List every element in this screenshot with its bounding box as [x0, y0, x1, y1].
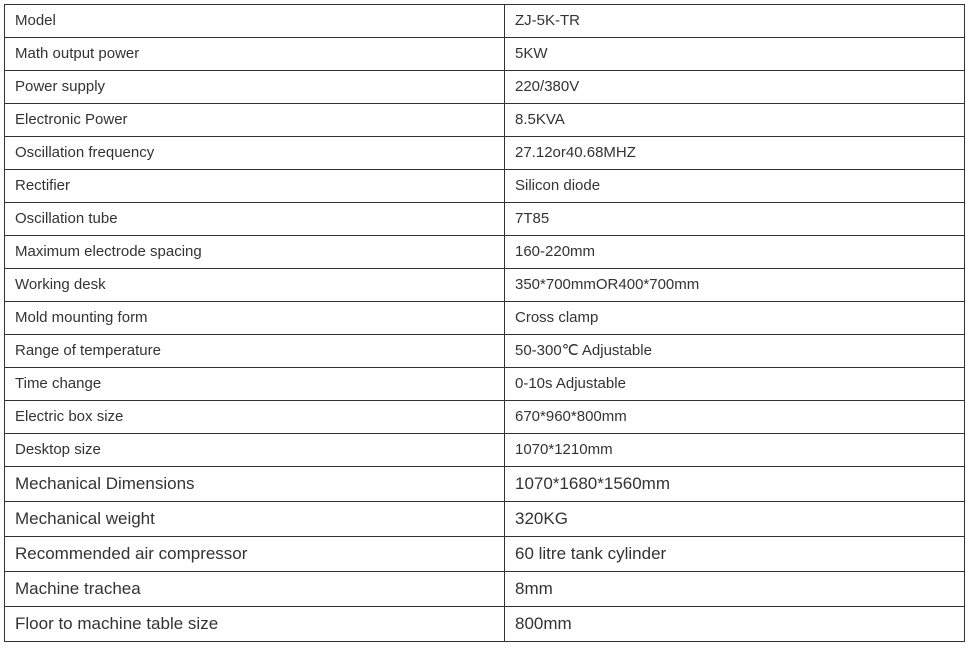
spec-label: Math output power [5, 38, 505, 71]
table-row: ModelZJ-5K-TR [5, 5, 965, 38]
spec-value: 60 litre tank cylinder [505, 537, 965, 572]
spec-label: Mechanical Dimensions [5, 467, 505, 502]
spec-value: Cross clamp [505, 302, 965, 335]
table-row: Desktop size1070*1210mm [5, 434, 965, 467]
spec-label: Mechanical weight [5, 502, 505, 537]
spec-label: Desktop size [5, 434, 505, 467]
table-row: Machine trachea8mm [5, 572, 965, 607]
spec-value: ZJ-5K-TR [505, 5, 965, 38]
spec-label: Maximum electrode spacing [5, 236, 505, 269]
spec-value: 1070*1680*1560mm [505, 467, 965, 502]
table-row: Recommended air compressor60 litre tank … [5, 537, 965, 572]
table-row: Working desk350*700mmOR400*700mm [5, 269, 965, 302]
table-row: Mold mounting formCross clamp [5, 302, 965, 335]
table-row: Electric box size670*960*800mm [5, 401, 965, 434]
spec-value: 8mm [505, 572, 965, 607]
spec-value: 0-10s Adjustable [505, 368, 965, 401]
spec-value: 27.12or40.68MHZ [505, 137, 965, 170]
table-row: Floor to machine table size800mm [5, 607, 965, 642]
spec-value: Silicon diode [505, 170, 965, 203]
spec-label: Range of temperature [5, 335, 505, 368]
spec-label: Model [5, 5, 505, 38]
spec-label: Power supply [5, 71, 505, 104]
table-row: Maximum electrode spacing160-220mm [5, 236, 965, 269]
table-row: RectifierSilicon diode [5, 170, 965, 203]
spec-value: 320KG [505, 502, 965, 537]
table-row: Power supply220/380V [5, 71, 965, 104]
spec-value: 5KW [505, 38, 965, 71]
spec-label: Recommended air compressor [5, 537, 505, 572]
table-row: Electronic Power8.5KVA [5, 104, 965, 137]
spec-label: Working desk [5, 269, 505, 302]
spec-value: 1070*1210mm [505, 434, 965, 467]
spec-label: Mold mounting form [5, 302, 505, 335]
table-row: Mechanical weight320KG [5, 502, 965, 537]
spec-label: Rectifier [5, 170, 505, 203]
table-row: Mechanical Dimensions1070*1680*1560mm [5, 467, 965, 502]
table-row: Range of temperature50-300℃ Adjustable [5, 335, 965, 368]
spec-value: 220/380V [505, 71, 965, 104]
spec-value: 160-220mm [505, 236, 965, 269]
spec-label: Floor to machine table size [5, 607, 505, 642]
spec-value: 670*960*800mm [505, 401, 965, 434]
spec-value: 350*700mmOR400*700mm [505, 269, 965, 302]
spec-value: 800mm [505, 607, 965, 642]
spec-table: ModelZJ-5K-TR Math output power5KW Power… [4, 4, 965, 642]
table-row: Oscillation frequency27.12or40.68MHZ [5, 137, 965, 170]
spec-label: Oscillation frequency [5, 137, 505, 170]
table-row: Math output power5KW [5, 38, 965, 71]
spec-value: 7T85 [505, 203, 965, 236]
spec-label: Machine trachea [5, 572, 505, 607]
spec-label: Electric box size [5, 401, 505, 434]
spec-value: 50-300℃ Adjustable [505, 335, 965, 368]
spec-label: Electronic Power [5, 104, 505, 137]
table-row: Time change0-10s Adjustable [5, 368, 965, 401]
spec-value: 8.5KVA [505, 104, 965, 137]
spec-label: Oscillation tube [5, 203, 505, 236]
spec-table-body: ModelZJ-5K-TR Math output power5KW Power… [5, 5, 965, 642]
table-row: Oscillation tube7T85 [5, 203, 965, 236]
spec-label: Time change [5, 368, 505, 401]
